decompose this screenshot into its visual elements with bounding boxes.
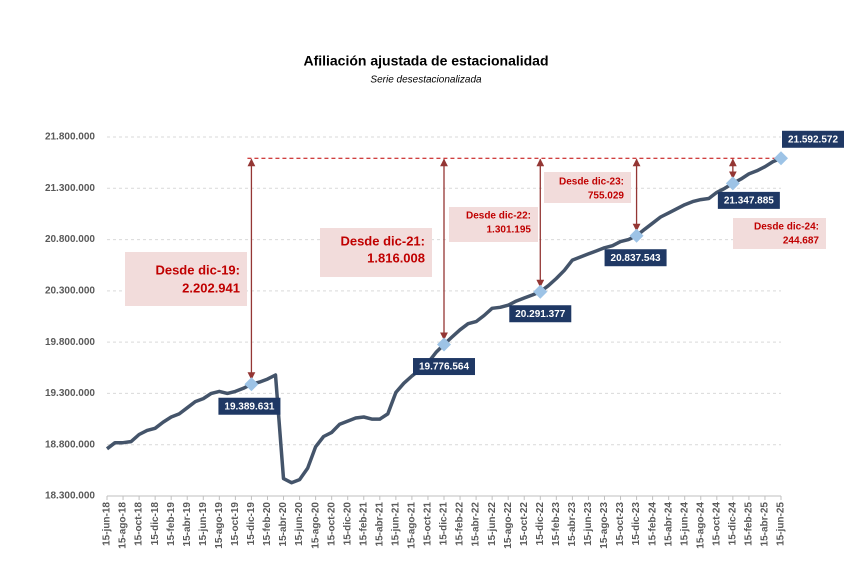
- y-tick-label: 20.300.000: [45, 285, 95, 296]
- x-tick-label: 15-ago-18: [118, 502, 129, 549]
- annotation-box: [449, 207, 538, 242]
- x-tick-label: 15-dic-18: [150, 502, 161, 546]
- marker: [774, 151, 788, 166]
- x-tick-label: 15-abr-24: [663, 502, 674, 547]
- y-tick-label: 21.300.000: [45, 183, 95, 194]
- x-tick-label: 15-oct-21: [423, 502, 434, 546]
- value-label: 20.837.543: [611, 253, 661, 264]
- value-label: 19.776.564: [419, 362, 469, 373]
- x-tick-label: 15-dic-21: [439, 502, 450, 546]
- value-label-box: [509, 305, 572, 323]
- annotation-title: Desde dic-22:: [466, 211, 531, 222]
- x-tick-label: 15-jun-22: [487, 502, 498, 546]
- annotation-value: 1.816.008: [367, 250, 425, 265]
- x-tick-label: 15-jun-18: [102, 502, 113, 546]
- x-tick-label: 15-feb-23: [551, 502, 562, 546]
- annotation-title: Desde dic-23:: [559, 177, 624, 188]
- x-tick-label: 15-oct-22: [519, 502, 530, 546]
- x-tick-label: 15-abr-25: [760, 502, 771, 547]
- annotation-box: [320, 228, 432, 277]
- marker: [725, 176, 740, 191]
- x-tick-label: 15-ago-20: [310, 502, 321, 549]
- value-label-box: [782, 130, 844, 148]
- marker: [629, 228, 644, 243]
- value-label-box: [604, 249, 667, 267]
- annotation-box: [733, 218, 826, 249]
- value-label-box: [717, 191, 780, 209]
- annotation-title: Desde dic-19:: [155, 262, 240, 277]
- annotation-value: 1.301.195: [487, 225, 532, 236]
- chart-title: Afiliación ajustada de estacionalidad: [303, 53, 548, 69]
- y-tick-label: 19.300.000: [45, 388, 95, 399]
- x-tick-label: 15-jun-21: [390, 502, 401, 546]
- marker: [244, 377, 259, 392]
- chart-subtitle: Serie desestacionalizada: [370, 75, 482, 86]
- marker: [437, 337, 451, 352]
- value-label-box: [218, 397, 281, 415]
- x-tick-label: 15-feb-19: [166, 502, 177, 546]
- annotation-title: Desde dic-21:: [340, 233, 425, 248]
- x-tick-label: 15-feb-20: [262, 502, 273, 546]
- x-tick-label: 15-ago-21: [407, 502, 418, 549]
- x-tick-label: 15-dic-20: [342, 502, 353, 546]
- x-tick-label: 15-jun-20: [294, 502, 305, 546]
- x-tick-label: 15-ago-23: [599, 502, 610, 549]
- x-tick-label: 15-ago-22: [503, 502, 514, 549]
- x-tick-label: 15-dic-23: [631, 502, 642, 546]
- x-tick-label: 15-jun-24: [679, 502, 690, 546]
- x-tick-label: 15-oct-23: [615, 502, 626, 546]
- y-tick-label: 18.800.000: [45, 439, 95, 450]
- value-label: 20.291.377: [515, 309, 565, 320]
- x-tick-label: 15-dic-19: [246, 502, 257, 546]
- value-label: 19.389.631: [224, 401, 274, 412]
- x-tick-label: 15-abr-20: [278, 502, 289, 547]
- x-tick-label: 15-abr-22: [471, 502, 482, 547]
- x-tick-label: 15-dic-24: [727, 502, 738, 546]
- x-tick-label: 15-jun-23: [583, 502, 594, 546]
- x-tick-label: 15-feb-25: [744, 502, 755, 546]
- annotation-value: 2.202.941: [182, 280, 240, 295]
- y-tick-label: 19.800.000: [45, 337, 95, 348]
- x-tick-label: 15-abr-23: [567, 502, 578, 547]
- x-tick-label: 15-abr-19: [182, 502, 193, 547]
- value-label-box: [413, 358, 475, 376]
- y-tick-label: 21.800.000: [45, 132, 95, 143]
- x-tick-label: 15-feb-21: [358, 502, 369, 546]
- x-tick-label: 15-oct-24: [711, 502, 722, 546]
- x-tick-label: 15-feb-22: [455, 502, 466, 546]
- x-tick-label: 15-abr-21: [374, 502, 385, 547]
- annotation-value: 244.687: [783, 236, 820, 247]
- marker: [533, 284, 548, 299]
- x-tick-label: 15-oct-20: [326, 502, 337, 546]
- annotation-value: 755.029: [588, 191, 625, 202]
- x-tick-label: 15-dic-22: [535, 502, 546, 546]
- x-tick-label: 15-jun-25: [776, 502, 787, 546]
- x-tick-label: 15-oct-19: [230, 502, 241, 546]
- value-label: 21.347.885: [724, 196, 774, 207]
- y-tick-label: 20.800.000: [45, 234, 95, 245]
- annotation-title: Desde dic-24:: [754, 222, 819, 233]
- annotation-box: [544, 172, 631, 203]
- x-tick-label: 15-ago-19: [214, 502, 225, 549]
- x-tick-label: 15-feb-24: [647, 502, 658, 546]
- x-tick-label: 15-jun-19: [198, 502, 209, 546]
- x-tick-label: 15-ago-24: [695, 502, 706, 549]
- annotation-box: [125, 252, 247, 306]
- x-tick-label: 15-oct-18: [134, 502, 145, 546]
- value-label: 21.592.572: [788, 134, 838, 145]
- y-tick-label: 18.300.000: [45, 491, 95, 502]
